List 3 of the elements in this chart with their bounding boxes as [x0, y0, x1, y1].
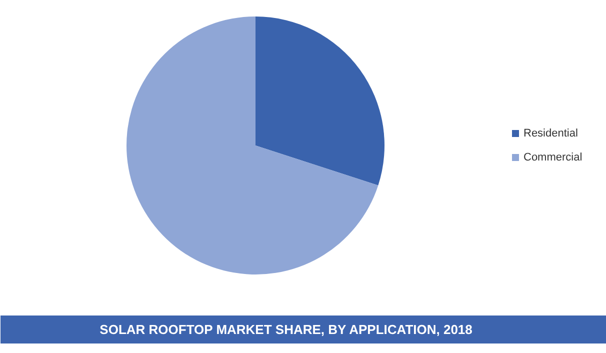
text: SOLAR ROOFTOP MARKET SHARE, BY APPLICATION, 2018 [100, 322, 472, 337]
legend-label: Commercial [524, 152, 582, 164]
legend-label: Residential [524, 128, 578, 140]
